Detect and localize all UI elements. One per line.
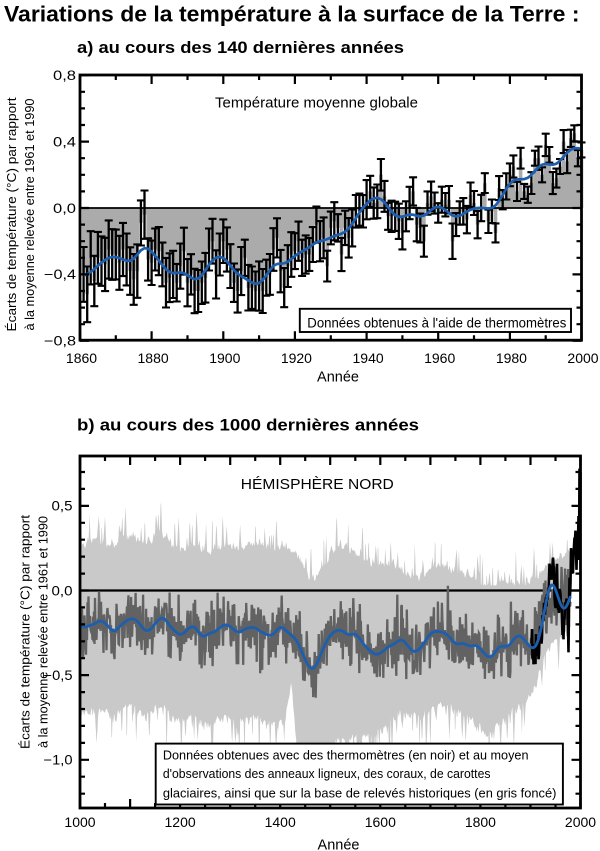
svg-text:−0,4: −0,4 xyxy=(44,267,77,282)
svg-text:HÉMISPHÈRE NORD: HÉMISPHÈRE NORD xyxy=(241,476,394,493)
svg-text:Écarts de température (°C) par: Écarts de température (°C) par rapport xyxy=(4,97,19,331)
svg-text:−1,0: −1,0 xyxy=(44,753,73,768)
svg-text:d'observations des anneaux lig: d'observations des anneaux ligneux, des … xyxy=(163,766,491,781)
svg-text:Température moyenne globale: Température moyenne globale xyxy=(215,95,418,112)
svg-text:Année: Année xyxy=(318,838,360,851)
svg-text:Données obtenues à l'aide de t: Données obtenues à l'aide de thermomètre… xyxy=(307,315,566,330)
svg-text:0,0: 0,0 xyxy=(52,583,73,598)
svg-text:1800: 1800 xyxy=(465,814,496,830)
svg-text:−0,5: −0,5 xyxy=(44,668,73,683)
svg-text:1600: 1600 xyxy=(365,814,396,830)
svg-text:2000: 2000 xyxy=(565,814,596,830)
svg-text:1920: 1920 xyxy=(281,350,312,366)
svg-text:1940: 1940 xyxy=(353,350,384,366)
svg-text:à la moyenne relevée entre 196: à la moyenne relevée entre 1961 et 1990 xyxy=(22,99,37,331)
svg-text:Écarts de température (°C) par: Écarts de température (°C) par rapport xyxy=(18,515,33,749)
svg-text:1960: 1960 xyxy=(424,350,455,366)
svg-text:Année: Année xyxy=(317,370,359,386)
svg-text:à la moyenne relevée entre 196: à la moyenne relevée entre 1961 et 1990 xyxy=(36,516,51,748)
svg-text:1860: 1860 xyxy=(66,350,97,366)
svg-text:−0,8: −0,8 xyxy=(44,334,76,349)
svg-text:Données obtenues avec des ther: Données obtenues avec des thermomètres (… xyxy=(163,747,529,762)
svg-text:0,5: 0,5 xyxy=(52,499,73,514)
svg-text:0,0: 0,0 xyxy=(53,201,76,216)
svg-text:1200: 1200 xyxy=(165,814,196,830)
svg-text:1980: 1980 xyxy=(496,350,527,366)
svg-text:0,8: 0,8 xyxy=(53,68,76,83)
svg-text:1400: 1400 xyxy=(265,814,296,830)
svg-text:b) au cours des 1000 dernières: b) au cours des 1000 dernières années xyxy=(77,416,419,435)
svg-text:1900: 1900 xyxy=(209,350,240,366)
svg-text:1880: 1880 xyxy=(138,350,169,366)
svg-text:1000: 1000 xyxy=(64,814,95,830)
svg-text:glaciaires, ainsi que sur la b: glaciaires, ainsi que sur la base de rel… xyxy=(163,785,557,800)
svg-text:Variations de la température à: Variations de la température à la surfac… xyxy=(4,2,580,27)
svg-text:0,4: 0,4 xyxy=(53,134,77,149)
svg-text:2000: 2000 xyxy=(567,350,598,366)
svg-text:a) au cours des 140 dernières: a) au cours des 140 dernières années xyxy=(77,38,404,57)
